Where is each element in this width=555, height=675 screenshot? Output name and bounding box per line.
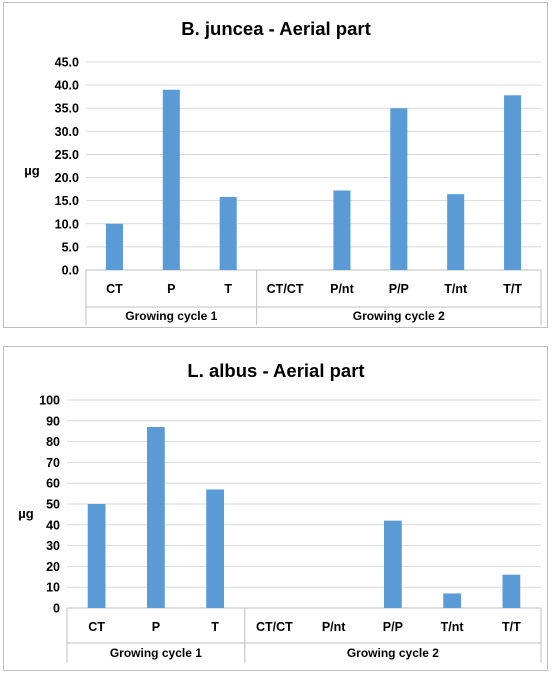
y-tick-label: 10 (46, 581, 60, 595)
y-tick-label: 5.0 (62, 240, 79, 254)
bar (443, 593, 462, 608)
bar (146, 427, 165, 608)
bar (219, 196, 237, 270)
x-category-label: T/T (503, 282, 522, 296)
bar (162, 89, 180, 270)
group-label: Growing cycle 1 (125, 309, 217, 323)
y-tick-label: 60 (46, 477, 60, 491)
y-tick-label: 0.0 (62, 264, 79, 278)
y-tick-label: 50 (46, 498, 60, 512)
bar (206, 489, 225, 608)
y-tick-label: 30 (46, 539, 60, 553)
y-tick-label: 35.0 (55, 102, 79, 116)
y-axis-label: µg (18, 506, 33, 521)
chart-panel-b-juncea: B. juncea - Aerial part µg 0.0 5.0 10.0 15.… (3, 2, 548, 328)
group-label: Growing cycle 2 (353, 309, 445, 323)
x-category-label: P/P (389, 282, 409, 296)
y-tick-label: 15.0 (55, 194, 79, 208)
bar (504, 95, 522, 270)
x-category-label: CT (106, 282, 123, 296)
y-tick-label: 70 (46, 456, 60, 470)
y-tick-label: 80 (46, 435, 60, 449)
chart-l-albus: L. albus - Aerial part µg 0 10 20 30 40 50 60 7… (18, 360, 542, 663)
x-category-label: T/T (502, 620, 521, 634)
y-tick-label: 100 (39, 394, 60, 408)
y-tick-label: 30.0 (55, 125, 79, 139)
y-tick-label: 0 (53, 602, 60, 616)
x-category-label: T/nt (444, 282, 468, 296)
group-label: Growing cycle 1 (110, 646, 202, 660)
x-category-label: CT/CT (256, 620, 293, 634)
x-category-label: P/nt (330, 282, 354, 296)
y-tick-label: 40 (46, 518, 60, 532)
bar (105, 223, 123, 270)
x-category-label: CT/CT (267, 282, 304, 296)
y-tick-label: 20 (46, 560, 60, 574)
x-category-label: T/nt (441, 620, 465, 634)
y-tick-label: 90 (46, 414, 60, 428)
bar (383, 520, 402, 608)
group-label: Growing cycle 2 (347, 646, 439, 660)
x-category-label: CT (88, 620, 105, 634)
x-category-label: P/P (383, 620, 403, 634)
chart-panel-l-albus: L. albus - Aerial part µg 0 10 20 30 40 50 60 7… (3, 346, 548, 671)
x-category-label: T (224, 282, 232, 296)
y-tick-label: 20.0 (55, 171, 79, 185)
x-category-label: P (152, 620, 160, 634)
y-tick-label: 45.0 (55, 56, 79, 70)
y-tick-label: 25.0 (55, 148, 79, 162)
chart-b-juncea: B. juncea - Aerial part µg 0.0 5.0 10.0 15.… (24, 18, 542, 325)
x-category-label: P/nt (322, 620, 346, 634)
chart-title: B. juncea - Aerial part (181, 18, 371, 39)
bar (333, 190, 351, 270)
chart-title: L. albus - Aerial part (187, 360, 364, 381)
x-category-label: P (167, 282, 175, 296)
bar (390, 108, 408, 270)
y-tick-label: 40.0 (55, 79, 79, 93)
bar (502, 574, 521, 608)
y-tick-label: 10.0 (55, 217, 79, 231)
x-category-label: T (211, 620, 219, 634)
bar (447, 194, 465, 270)
y-axis-label: µg (24, 163, 39, 178)
bar (87, 504, 106, 608)
